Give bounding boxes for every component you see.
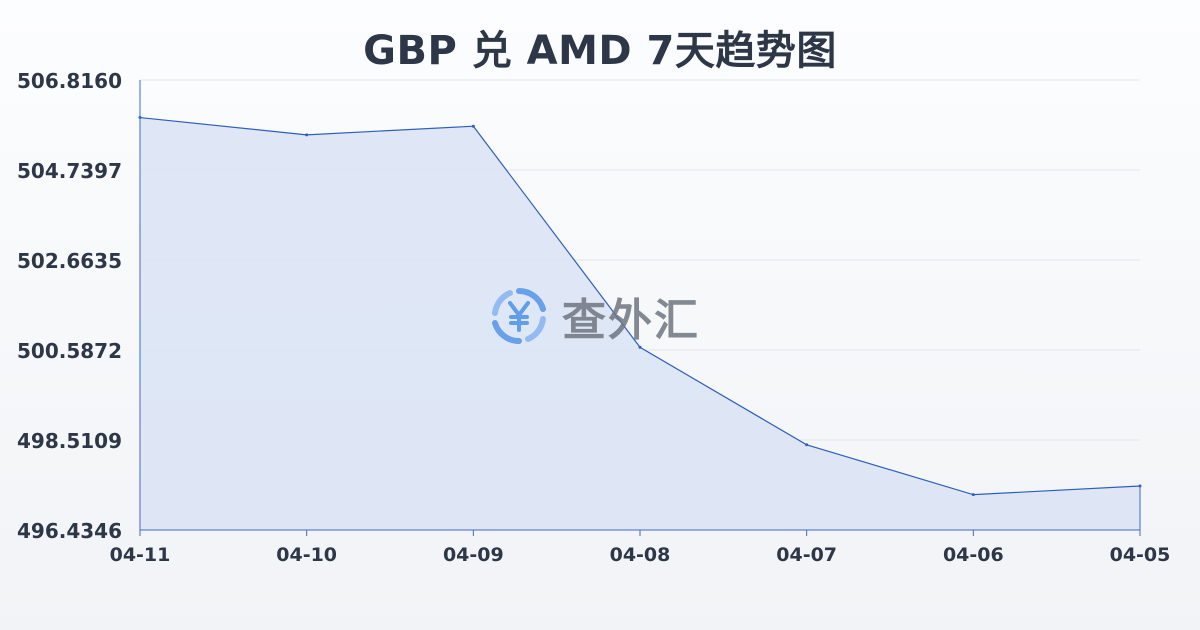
x-tick-label: 04-07 <box>776 544 837 566</box>
x-tick-label: 04-08 <box>610 544 671 566</box>
x-tick-label: 04-05 <box>1110 544 1171 566</box>
y-tick-label: 496.4346 <box>17 519 122 543</box>
area-fill <box>140 117 1140 530</box>
data-point <box>638 345 642 349</box>
x-tick-labels: 04-11 04-10 04-09 04-08 04-07 04-06 04-05 <box>110 530 1171 566</box>
x-tick-label: 04-09 <box>443 544 504 566</box>
y-tick-label: 506.8160 <box>17 69 122 93</box>
x-tick-label: 04-10 <box>276 544 337 566</box>
area-fill-group <box>138 116 1142 530</box>
data-point <box>805 443 809 447</box>
y-tick-label: 504.7397 <box>17 159 122 183</box>
y-tick-label: 500.5872 <box>17 339 122 363</box>
chart-title: GBP 兑 AMD 7天趋势图 <box>363 28 837 74</box>
y-tick-label: 498.5109 <box>17 429 122 453</box>
watermark-text: 查外汇 <box>562 295 700 346</box>
yen-exchange-icon <box>492 288 546 344</box>
x-tick-label: 04-06 <box>943 544 1004 566</box>
y-tick-labels: 506.8160 504.7397 502.6635 500.5872 498.5109… <box>17 69 122 543</box>
watermark: 查外汇 <box>488 284 728 348</box>
data-point <box>305 133 309 137</box>
y-tick-label: 502.6635 <box>17 249 122 273</box>
x-tick-label: 04-11 <box>110 544 171 566</box>
data-point <box>471 124 475 128</box>
data-point <box>971 493 975 497</box>
